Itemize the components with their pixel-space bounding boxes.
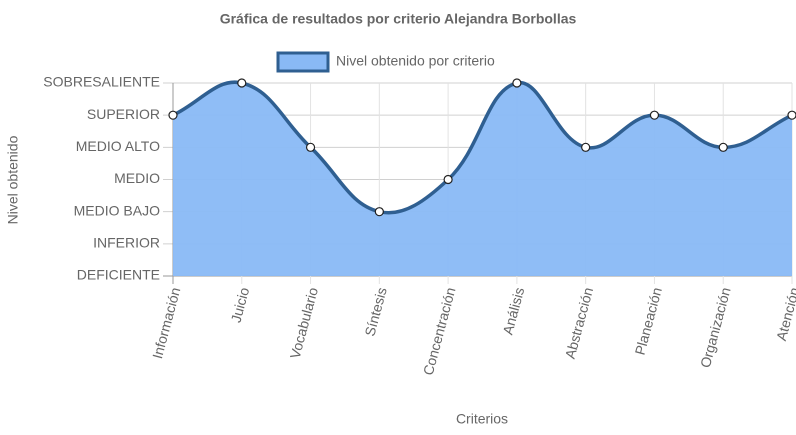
y-tick-label: INFERIOR bbox=[93, 235, 160, 251]
legend-swatch bbox=[276, 51, 330, 73]
point bbox=[237, 78, 247, 88]
y-tick-label: MEDIO BAJO bbox=[74, 202, 160, 218]
x-tick-label: Organización bbox=[697, 286, 734, 370]
x-tick-label: Análisis bbox=[499, 286, 527, 337]
y-tick-label: DEFICIENTE bbox=[77, 267, 160, 283]
x-tick-label: Abstracción bbox=[562, 286, 596, 361]
line bbox=[172, 80, 793, 215]
y-tick-label: MEDIO ALTO bbox=[76, 138, 160, 154]
x-tick-label: Vocabulario bbox=[287, 285, 321, 360]
x-tick-label: Síntesis bbox=[361, 286, 389, 338]
point bbox=[443, 174, 453, 185]
point bbox=[374, 207, 384, 217]
y-tick-label: SOBRESALIENTE bbox=[43, 74, 160, 90]
point bbox=[168, 110, 178, 120]
x-tick-label: Atención bbox=[773, 286, 796, 343]
point bbox=[787, 110, 796, 120]
point bbox=[718, 142, 728, 152]
x-tick-label: Concentración bbox=[420, 286, 459, 377]
legend-label: Nivel obtenido por criterio bbox=[336, 53, 495, 69]
point bbox=[512, 78, 522, 88]
point bbox=[649, 110, 660, 120]
y-tick-label: MEDIO bbox=[114, 170, 160, 186]
area bbox=[173, 82, 792, 277]
x-axis-title: Criterios bbox=[456, 411, 508, 427]
x-tick-label: Planeación bbox=[632, 286, 665, 357]
x-tick-label: Información bbox=[149, 286, 183, 361]
y-axis-title: Nivel obtenido bbox=[5, 135, 21, 224]
x-tick-label: Juicio bbox=[228, 285, 253, 324]
point bbox=[305, 142, 316, 152]
y-tick-label: SUPERIOR bbox=[87, 106, 160, 122]
chart-title: Gráfica de resultados por criterio Aleja… bbox=[220, 11, 577, 27]
point bbox=[581, 142, 591, 152]
